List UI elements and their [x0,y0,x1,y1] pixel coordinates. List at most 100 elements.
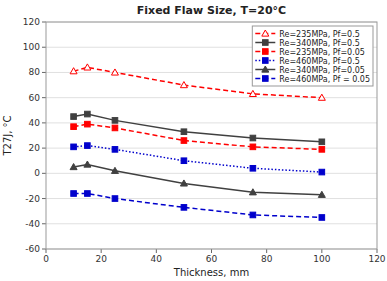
plot-frame [46,22,377,249]
point-marker [180,82,187,88]
x-tick [46,249,47,253]
point-marker [262,49,268,55]
point-marker [262,40,268,46]
point-marker [71,124,77,130]
point-marker [262,58,268,64]
point-marker [262,76,268,82]
y-tick [42,47,46,48]
y-tick-label: 80 [29,67,41,77]
point-marker [250,144,256,150]
y-tick-label: 120 [23,17,40,27]
series-line [74,165,322,195]
y-tick-label: 40 [29,118,41,128]
y-tick-label: -60 [25,244,40,254]
point-marker [85,121,91,127]
y-tick [42,122,46,123]
y-grid-line [46,198,377,199]
point-marker [249,189,256,195]
y-grid-line [46,97,377,98]
plot-area [70,64,325,220]
legend-label: Re=340MPa, Pf=0.5 [279,39,360,48]
title: Fixed Flaw Size, T=20°C [137,4,286,17]
legend-label: Re=340MPa, Pf=0.05 [279,66,365,75]
x-tick-label: 60 [206,254,218,264]
x-tick-label: 20 [95,254,107,264]
point-marker [181,205,187,211]
y-grid-line [46,122,377,123]
point-marker [319,169,325,175]
x-tick [321,249,322,253]
point-marker [250,135,256,141]
y-tick-label: 0 [34,168,40,178]
x-tick [377,249,378,253]
legend-label: Re=460MPa, Pf = 0.05 [279,75,370,84]
point-marker [318,191,325,197]
y-tick-label: -40 [25,219,40,229]
y-grid-line [46,173,377,174]
background [0,0,387,281]
point-marker [71,191,77,197]
y-tick [42,223,46,224]
x-tick-label: 0 [43,254,49,264]
y-tick-label: 60 [29,93,41,103]
point-marker [181,129,187,135]
point-marker [112,196,118,202]
point-marker [250,165,256,171]
point-marker [84,161,91,167]
x-axis-label: Thickness, mm [173,267,249,278]
y-grid-line [46,148,377,149]
y-tick [42,22,46,23]
point-marker [262,30,269,36]
x-tick [266,249,267,253]
legend-frame [252,26,373,86]
point-marker [84,64,91,70]
y-grid-line [46,223,377,224]
x-tick-label: 80 [261,254,273,264]
series-line [74,146,322,172]
x-tick [211,249,212,253]
chart: -60-40-20020406080100120020406080100120F… [0,0,387,281]
series-line [74,124,322,149]
x-tick [101,249,102,253]
point-marker [85,111,91,117]
y-tick [42,198,46,199]
series-line [74,194,322,218]
legend-label: Re=235MPa, Pf=0.5 [279,30,360,39]
point-marker [85,143,91,149]
point-marker [112,125,118,131]
point-marker [71,114,77,120]
legend-label: Re=235MPa, Pf=0.05 [279,48,365,57]
point-marker [319,147,325,153]
x-tick-label: 100 [313,254,330,264]
y-axis-label: T27J, °C [2,115,13,156]
point-marker [181,158,187,164]
point-marker [112,147,118,153]
point-marker [250,212,256,218]
y-tick-label: -20 [25,194,40,204]
point-marker [85,191,91,197]
y-tick [42,249,46,250]
point-marker [111,167,118,173]
legend: Re=235MPa, Pf=0.5Re=340MPa, Pf=0.5Re=235… [252,26,373,86]
y-tick [42,97,46,98]
series-line [74,114,322,142]
point-marker [71,144,77,150]
point-marker [111,69,118,75]
y-tick [42,72,46,73]
point-marker [181,138,187,144]
x-tick [156,249,157,253]
point-marker [180,180,187,186]
y-tick-label: 20 [29,143,41,153]
point-marker [70,164,77,170]
y-tick-label: 100 [23,42,40,52]
y-tick [42,173,46,174]
x-tick-label: 40 [151,254,163,264]
point-marker [249,90,256,96]
point-marker [262,66,269,72]
legend-label: Re=460MPa, Pf=0.5 [279,57,360,66]
point-marker [70,68,77,74]
point-marker [112,118,118,124]
y-tick [42,148,46,149]
point-marker [318,94,325,100]
point-marker [319,215,325,221]
